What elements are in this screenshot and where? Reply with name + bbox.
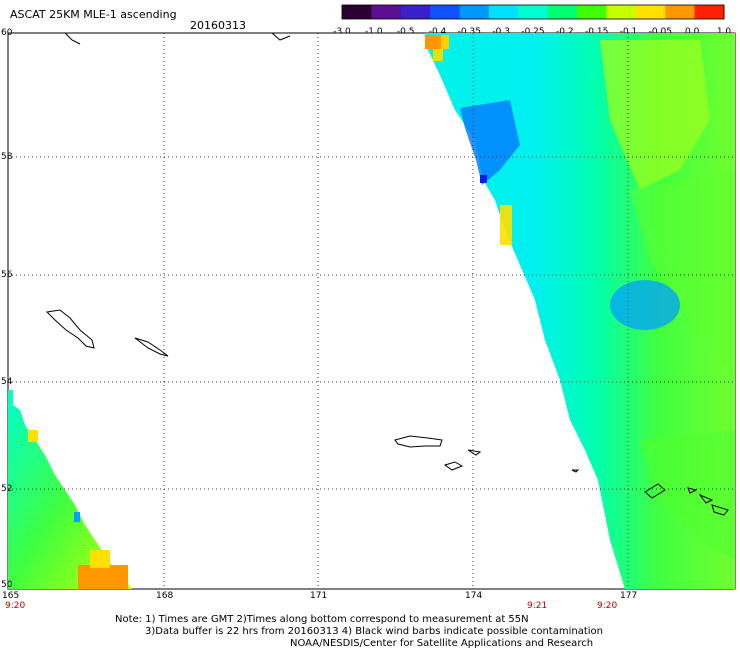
colorbar-label: -3.0 [333,27,351,37]
colorbar-label: -1.0 [365,27,383,37]
colorbar-segment [342,5,372,19]
colorbar-segment [665,5,696,19]
colorbar-label: -0.4 [429,27,447,37]
left-swath [8,390,132,589]
footnote-line-2: 3)Data buffer is 22 hrs from 20160313 4)… [145,626,603,637]
colorbar: -3.0 -1.0 -0.5 -0.4 -0.35 -0.3 -0.25 -0.2 -0.15 -… [333,4,732,37]
lon-tick: 174 [465,591,483,601]
time-label: 9:20 [5,601,26,611]
lat-tick: 58 [1,152,13,162]
colorbar-label: -0.25 [521,27,544,37]
time-label: 9:21 [527,601,548,611]
colorbar-segment [635,5,666,19]
footnote-line-1: Note: 1) Times are GMT 2)Times along bot… [115,614,529,625]
colorbar-segment [488,5,519,19]
colorbar-label: -0.3 [492,27,510,37]
footnote-line-3: NOAA/NESDIS/Center for Satellite Applica… [290,638,594,649]
map-title: ASCAT 25KM MLE-1 ascending [10,8,177,21]
time-label: 9:20 [597,601,618,611]
colorbar-segment [518,5,549,19]
colorbar-segment [430,5,461,19]
colorbar-segment [694,5,725,19]
colorbar-label: -0.35 [458,27,481,37]
colorbar-segment [400,5,431,19]
colorbar-segment [577,5,607,19]
lat-tick: 50 [1,580,13,590]
lat-tick: 52 [1,484,13,494]
colorbar-segment [459,5,490,19]
lon-tick: 171 [310,591,328,601]
lon-tick: 177 [620,591,638,601]
map-date: 20160313 [190,19,246,32]
colorbar-segment [606,5,637,19]
island-outline-icon [45,32,729,516]
map-panel [7,32,736,590]
lat-tick: 56 [1,270,13,280]
colorbar-label: -0.15 [585,27,608,37]
lat-tick: 54 [1,377,13,387]
colorbar-label: -0.1 [620,27,638,37]
lon-tick: 168 [156,591,174,601]
colorbar-label: -0.05 [649,27,672,37]
lat-lon-grid [8,33,735,589]
lon-tick: 165 [2,591,20,601]
colorbar-segment [371,5,402,19]
lat-tick: 60 [1,28,13,38]
colorbar-label: -0.5 [397,27,415,37]
colorbar-segment [547,5,578,19]
colorbar-label: -0.2 [556,27,574,37]
colorbar-label: 1.0 [717,27,732,37]
colorbar-label: 0.0 [685,27,700,37]
